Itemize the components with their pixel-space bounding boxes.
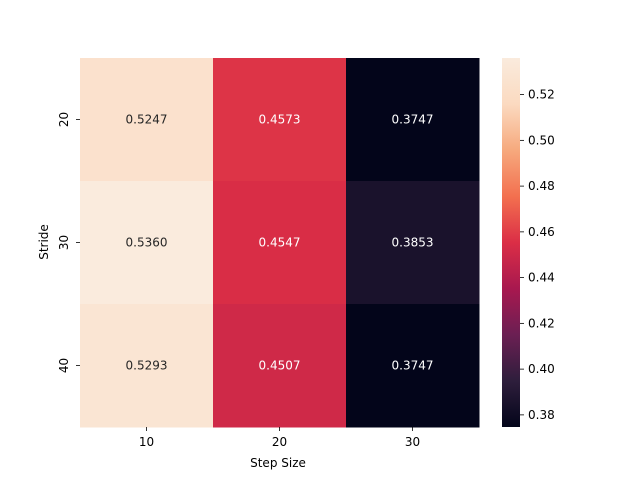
heatmap-cell (346, 58, 480, 182)
heatmap-cell-label: 0.3747 (392, 359, 434, 373)
y-axis: 20 30 40 (57, 112, 80, 373)
heatmap-cell-label: 0.5247 (126, 113, 168, 127)
colorbar-tick-label: 0.42 (528, 316, 555, 330)
y-tick-label: 40 (57, 358, 71, 373)
colorbar-tick-label: 0.48 (528, 179, 555, 193)
colorbar-tick-label: 0.38 (528, 408, 555, 422)
colorbar: 0.38 0.40 0.42 0.44 0.46 0.48 0.50 0.52 (502, 58, 555, 427)
heatmap-cell (213, 304, 347, 428)
x-tick-label: 20 (272, 435, 287, 449)
heatmap-cell (80, 304, 214, 428)
heatmap-cell-labels: 0.5247 0.4573 0.3747 0.5360 0.4547 0.3853 0.52… (126, 113, 434, 373)
x-axis-label: Step Size (250, 456, 306, 470)
colorbar-tick-label: 0.52 (528, 88, 555, 102)
heatmap-cell (80, 181, 214, 305)
heatmap-cell-label: 0.4507 (259, 359, 301, 373)
heatmap-cell (346, 304, 480, 428)
x-axis: 10 20 30 (139, 427, 420, 449)
colorbar-tick-label: 0.40 (528, 362, 555, 376)
x-tick-label: 10 (139, 435, 154, 449)
heatmap-cell (346, 181, 480, 305)
heatmap-cell (213, 58, 347, 182)
colorbar-gradient (502, 58, 520, 427)
heatmap-cell-label: 0.4573 (259, 113, 301, 127)
y-tick-label: 30 (57, 235, 71, 250)
heatmap-cell (80, 58, 214, 182)
x-tick-label: 30 (405, 435, 420, 449)
heatmap-cell-label: 0.5360 (126, 236, 168, 250)
y-tick-label: 20 (57, 112, 71, 127)
colorbar-tick-label: 0.46 (528, 225, 555, 239)
heatmap-cell-label: 0.3853 (392, 236, 434, 250)
y-axis-label: Stride (37, 224, 51, 260)
heatmap-cells (80, 58, 480, 428)
heatmap-cell (213, 181, 347, 305)
colorbar-tick-label: 0.50 (528, 133, 555, 147)
heatmap-cell-label: 0.5293 (126, 359, 168, 373)
heatmap-cell-label: 0.3747 (392, 113, 434, 127)
colorbar-tick-label: 0.44 (528, 271, 555, 285)
heatmap-cell-label: 0.4547 (259, 236, 301, 250)
